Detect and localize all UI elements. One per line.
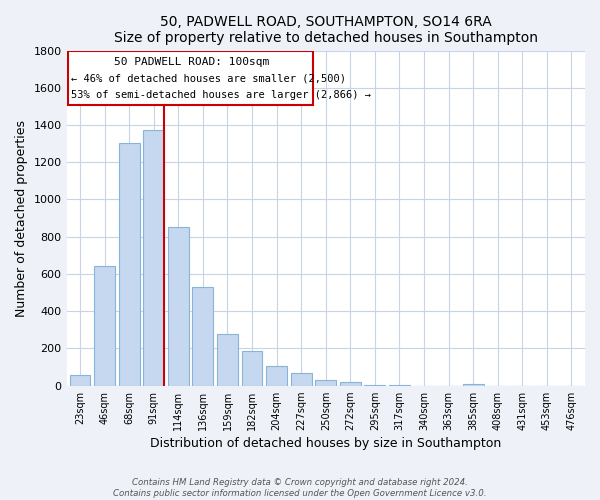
Bar <box>119 142 140 386</box>
Text: 50 PADWELL ROAD: 100sqm: 50 PADWELL ROAD: 100sqm <box>114 58 269 68</box>
Bar <box>340 382 361 386</box>
Text: Contains HM Land Registry data © Crown copyright and database right 2024.
Contai: Contains HM Land Registry data © Crown c… <box>113 478 487 498</box>
Title: 50, PADWELL ROAD, SOUTHAMPTON, SO14 6RA
Size of property relative to detached ho: 50, PADWELL ROAD, SOUTHAMPTON, SO14 6RA … <box>114 15 538 45</box>
Bar <box>364 385 385 386</box>
Bar <box>242 351 262 386</box>
Bar <box>463 384 484 386</box>
Text: ← 46% of detached houses are smaller (2,500): ← 46% of detached houses are smaller (2,… <box>71 74 346 84</box>
Bar <box>193 287 214 386</box>
Text: 53% of semi-detached houses are larger (2,866) →: 53% of semi-detached houses are larger (… <box>71 90 371 100</box>
Bar <box>389 385 410 386</box>
Bar <box>143 130 164 386</box>
Bar <box>217 334 238 386</box>
FancyBboxPatch shape <box>68 50 313 104</box>
Bar <box>94 266 115 386</box>
Y-axis label: Number of detached properties: Number of detached properties <box>15 120 28 316</box>
Bar <box>316 380 336 386</box>
Bar <box>70 376 91 386</box>
Bar <box>266 366 287 386</box>
X-axis label: Distribution of detached houses by size in Southampton: Distribution of detached houses by size … <box>150 437 502 450</box>
Bar <box>168 228 189 386</box>
Bar <box>291 372 311 386</box>
